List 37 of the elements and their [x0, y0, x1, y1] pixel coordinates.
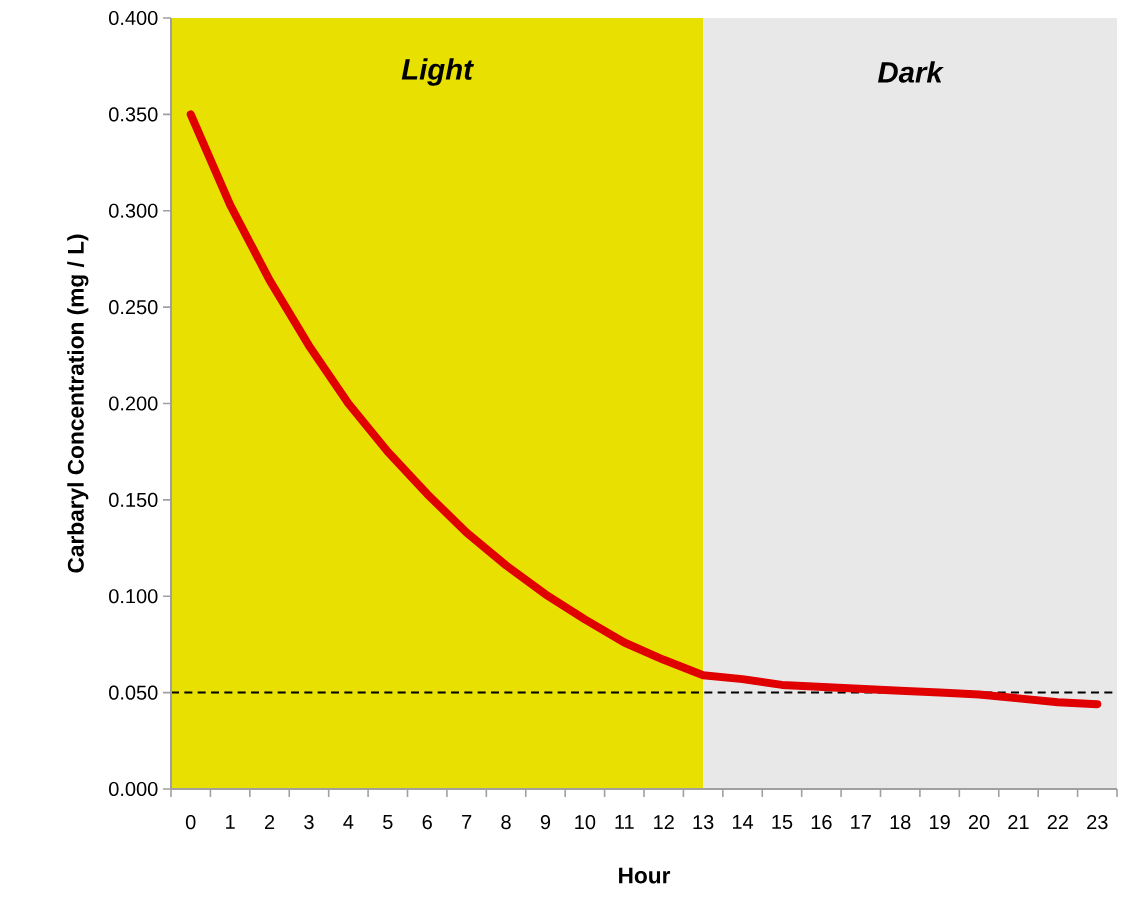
x-tick-label: 19 — [930, 815, 950, 830]
x-tick-label: 11 — [615, 815, 634, 829]
x-tick-label: 10 — [575, 815, 596, 830]
x-tick-label: 17 — [851, 815, 871, 829]
x-tick-label: 20 — [968, 815, 990, 830]
x-tick-label: 21 — [1008, 815, 1029, 829]
y-tick-label: 0.350 — [109, 107, 158, 122]
x-axis-title: Hour — [619, 867, 671, 884]
x-tick-label: 23 — [1087, 815, 1108, 830]
x-tick-label: 2 — [264, 815, 275, 829]
y-tick-label: 0.300 — [109, 203, 158, 218]
x-tick-label: 14 — [732, 815, 754, 829]
y-tick-label: 0.150 — [109, 492, 158, 507]
x-tick-label: 3 — [304, 815, 314, 830]
x-tick-label: 18 — [890, 815, 911, 830]
x-tick-label: 9 — [540, 815, 551, 830]
x-tick-label: 0 — [185, 815, 196, 830]
y-tick-label: 0.400 — [109, 10, 158, 26]
x-tick-label: 1 — [226, 815, 235, 829]
x-tick-label: 12 — [654, 815, 674, 829]
y-tick-label: 0.250 — [109, 300, 158, 315]
x-tick-label: 4 — [343, 815, 354, 829]
y-tick-label: 0.200 — [109, 396, 158, 411]
y-tick-label: 0.100 — [109, 589, 158, 604]
x-tick-label: 8 — [501, 815, 511, 830]
x-tick-label: 13 — [693, 815, 714, 830]
y-tick-label: 0.000 — [109, 781, 158, 797]
x-tick-label: 7 — [462, 815, 472, 829]
x-tick-label: 6 — [422, 815, 432, 830]
x-tick-label: 15 — [772, 815, 793, 829]
x-tick-label: 5 — [383, 815, 393, 829]
y-axis-title: Carbaryl Concentration (mg / L) — [67, 234, 89, 573]
band-label: Dark — [877, 61, 944, 83]
y-tick-label: 0.050 — [109, 685, 158, 700]
x-tick-label: 22 — [1047, 815, 1068, 829]
x-tick-label: 16 — [811, 815, 832, 830]
band-label: Light — [401, 58, 474, 86]
